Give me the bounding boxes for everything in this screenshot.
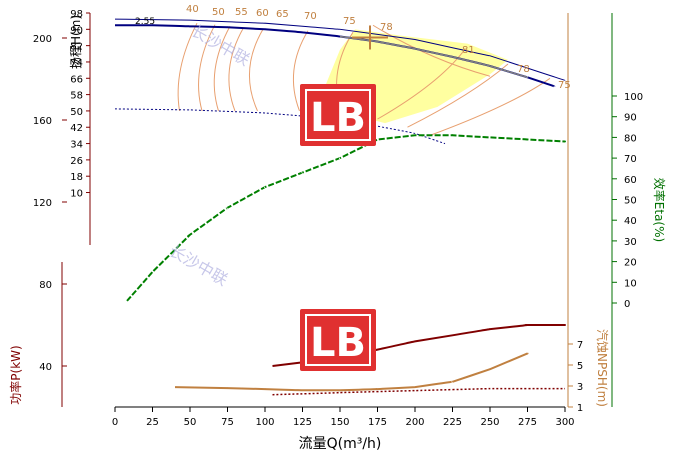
eff-axis-label: 效率Eta(%) xyxy=(652,178,667,242)
iso-efficiency-curve xyxy=(213,25,231,112)
impeller-label: 2.55 xyxy=(135,17,155,27)
power-tick-label: 80 xyxy=(39,280,52,291)
eff-contour-label: 55 xyxy=(235,7,248,18)
logo-frame xyxy=(305,89,371,141)
npsh-tick-label: 7 xyxy=(577,340,583,351)
x-tick-label: 50 xyxy=(184,417,197,428)
head-tick-label: 90 xyxy=(70,25,83,36)
head-tick-label: 10 xyxy=(70,189,83,200)
watermark-text: 长沙中联 xyxy=(166,241,231,289)
x-tick-label: 125 xyxy=(293,417,312,428)
power-tick-label: 120 xyxy=(33,198,52,209)
x-tick-label: 25 xyxy=(146,417,159,428)
eff-tick-label: 60 xyxy=(624,175,637,186)
eff-contour-label: 75 xyxy=(558,80,571,91)
head-tick-label: 66 xyxy=(70,74,83,85)
logo-background xyxy=(300,309,376,371)
eff-tick-label: 90 xyxy=(624,113,637,124)
eff-tick-label: 20 xyxy=(624,258,637,269)
iso-efficiency-curve xyxy=(407,63,509,128)
logo-letters: LB xyxy=(310,320,366,366)
eff-tick-label: 10 xyxy=(624,278,637,289)
logo-background xyxy=(300,84,376,146)
eff-contour-label: 60 xyxy=(256,8,269,19)
power-curve-min xyxy=(272,387,565,396)
head-tick-label: 74 xyxy=(70,58,83,69)
head-tick-label: 58 xyxy=(70,91,83,102)
x-tick-label: 275 xyxy=(518,417,537,428)
npsh-curve xyxy=(174,352,529,392)
x-tick-label: 100 xyxy=(255,417,274,428)
logo-frame xyxy=(305,314,371,366)
power-tick-label: 200 xyxy=(33,34,52,45)
logo-letters: LB xyxy=(310,95,366,141)
logo-bottom: LB xyxy=(300,309,376,371)
x-tick-label: 250 xyxy=(480,417,499,428)
npsh-tick-label: 5 xyxy=(577,361,583,372)
iso-efficiency-curve xyxy=(292,30,309,112)
head-curve-highlight xyxy=(339,35,529,79)
eff-tick-label: 70 xyxy=(624,154,637,165)
power-tick-label: 40 xyxy=(39,362,52,373)
eff-contour-label: 50 xyxy=(212,7,225,18)
x-tick-label: 300 xyxy=(555,417,574,428)
eff-contour-label: 75 xyxy=(343,16,356,27)
head-tick-label: 82 xyxy=(70,42,83,53)
x-tick-label: 225 xyxy=(443,417,462,428)
eff-tick-label: 0 xyxy=(624,299,630,310)
iso-efficiency-curve xyxy=(198,24,216,112)
x-tick-label: 175 xyxy=(368,417,387,428)
head-tick-label: 34 xyxy=(70,140,83,151)
eff-tick-label: 80 xyxy=(624,133,637,144)
iso-efficiency-curve xyxy=(177,22,198,111)
logo-top: LB xyxy=(300,84,376,146)
x-tick-label: 0 xyxy=(112,417,118,428)
head-tick-label: 18 xyxy=(70,172,83,183)
head-axis-label: 扬程H(m) xyxy=(68,15,83,69)
eff-tick-label: 30 xyxy=(624,237,637,248)
eff-contour-label: 40 xyxy=(186,4,199,15)
eff-contour-label: 81 xyxy=(462,45,475,56)
head-curve-max xyxy=(114,18,566,81)
efficiency-curve xyxy=(126,134,567,302)
npsh-tick-label: 3 xyxy=(577,382,583,393)
iso-efficiency-curve xyxy=(372,24,491,77)
head-tick-label: 50 xyxy=(70,107,83,118)
iso-efficiency-curve xyxy=(249,28,264,112)
x-tick-label: 150 xyxy=(330,417,349,428)
x-tick-label: 75 xyxy=(221,417,234,428)
head-tick-label: 42 xyxy=(70,123,83,134)
eff-contour-label: 78 xyxy=(517,64,530,75)
x-tick-label: 200 xyxy=(405,417,424,428)
eff-contour-label: 65 xyxy=(276,9,289,20)
head-tick-label: 26 xyxy=(70,156,83,167)
x-axis-label: 流量Q(m³/h) xyxy=(299,436,382,452)
eff-tick-label: 100 xyxy=(624,92,643,103)
npsh-axis-label: 汽蚀NPSH(m) xyxy=(595,329,610,407)
head-tick-label: 98 xyxy=(70,9,83,20)
iso-efficiency-curve xyxy=(228,27,244,112)
eff-tick-label: 40 xyxy=(624,216,637,227)
eff-contour-label: 70 xyxy=(304,11,317,22)
power-axis-label: 功率P(kW) xyxy=(8,345,23,404)
iso-efficiency-curve xyxy=(429,77,551,136)
eff-contour-label: 78 xyxy=(380,22,393,33)
power-tick-label: 160 xyxy=(33,116,52,127)
npsh-tick-label: 1 xyxy=(577,403,583,414)
eff-tick-label: 50 xyxy=(624,196,637,207)
